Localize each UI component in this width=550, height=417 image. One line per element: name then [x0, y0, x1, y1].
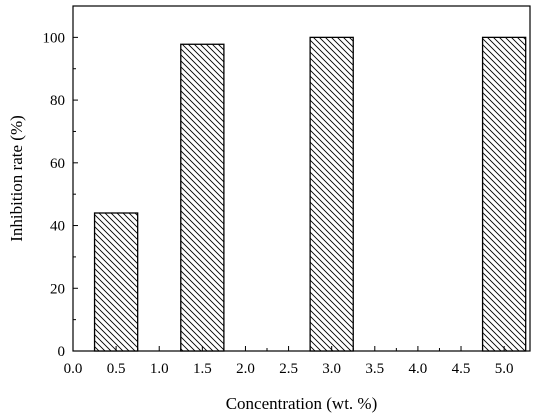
y-tick-label-1: 20	[50, 281, 65, 297]
y-tick-label-4: 80	[50, 93, 65, 109]
x-tick-label-5: 2.5	[279, 361, 298, 377]
y-tick-label-2: 40	[50, 219, 65, 235]
bar-2	[309, 36, 354, 352]
x-axis: 0.0 0.5 1.0 1.5 2.0 2.5 3.0 3.5 4.0 4.5 5.0	[64, 346, 514, 377]
y-axis: 0 20 40 60 80 100	[43, 5, 78, 360]
y-tick-label-3: 60	[50, 156, 65, 172]
y-axis-title: Inhibition rate (%)	[7, 115, 26, 242]
plot-area: 0.0 0.5 1.0 1.5 2.0 2.5 3.0 3.5 4.0 4.5 5.0 0 20 40 6…	[43, 5, 531, 377]
bar-1	[180, 43, 225, 352]
x-tick-label-9: 4.5	[452, 361, 471, 377]
x-tick-label-6: 3.0	[322, 361, 341, 377]
x-tick-label-4: 2.0	[236, 361, 255, 377]
x-tick-label-1: 0.5	[107, 361, 126, 377]
bar-3	[481, 36, 527, 352]
y-tick-label-5: 100	[43, 30, 66, 46]
x-tick-label-0: 0.0	[64, 361, 83, 377]
x-tick-label-3: 1.5	[193, 361, 212, 377]
y-tick-label-0: 0	[58, 344, 66, 360]
bars-group	[93, 36, 527, 352]
x-tick-label-8: 4.0	[409, 361, 428, 377]
plot-frame	[72, 5, 531, 352]
bar-0	[93, 212, 139, 352]
x-tick-label-7: 3.5	[365, 361, 384, 377]
x-tick-label-10: 5.0	[495, 361, 514, 377]
x-axis-title: Concentration (wt. %)	[226, 394, 378, 413]
x-tick-label-2: 1.0	[150, 361, 169, 377]
